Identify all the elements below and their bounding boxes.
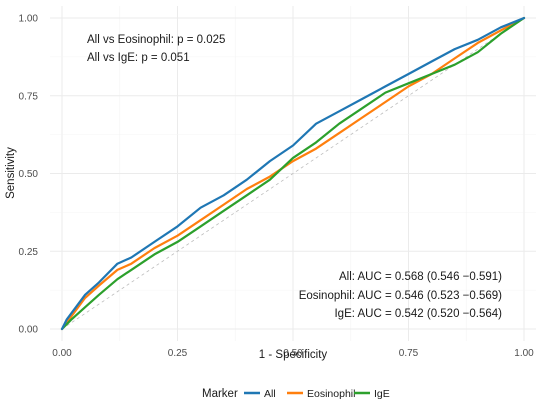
legend-label-ige: IgE (374, 388, 390, 400)
x-tick-label: 0.50 (283, 348, 303, 359)
diagonal-reference (61, 17, 525, 330)
y-axis-title: Sensitivity (5, 147, 17, 199)
annotation-auc-eosinophil: Eosinophil: AUC = 0.546 (0.523 −0.569) (299, 290, 502, 302)
series-line-all (60, 16, 526, 331)
x-axis-title: 1 - Specificity (259, 349, 328, 361)
x-tick-label: 1.00 (514, 348, 534, 359)
legend: Marker All Eosinophil IgE (202, 388, 390, 400)
y-tick-label: 1.00 (19, 14, 39, 25)
annotation-all-vs-ige: All vs IgE: p = 0.051 (87, 52, 190, 64)
y-tick-label: 0.75 (19, 91, 39, 102)
x-tick-label: 0.75 (399, 348, 419, 359)
y-tick-label: 0.25 (19, 247, 39, 258)
y-tick-label: 0.50 (19, 169, 39, 180)
x-tick-label: 0.00 (52, 348, 72, 359)
series-line-eosinophil (60, 16, 526, 331)
series-line-ige (60, 16, 526, 331)
annotation-all-vs-eosinophil: All vs Eosinophil: p = 0.025 (87, 34, 225, 46)
y-tick-label: 0.00 (19, 325, 39, 336)
legend-label-eosinophil: Eosinophil (307, 388, 355, 400)
diagonal-line (61, 17, 525, 330)
annotation-auc-all: All: AUC = 0.568 (0.546 −0.591) (339, 271, 502, 283)
legend-label-all: All (264, 388, 276, 400)
tick-labels: 0.00 0.25 0.50 0.75 1.00 0.00 0.25 0.50 0.75 1.00 (19, 14, 535, 360)
x-tick-label: 0.25 (168, 348, 188, 359)
annotation-auc-ige: IgE: AUC = 0.542 (0.520 −0.564) (334, 308, 502, 320)
legend-title: Marker (202, 388, 238, 400)
series-lines (60, 16, 526, 331)
